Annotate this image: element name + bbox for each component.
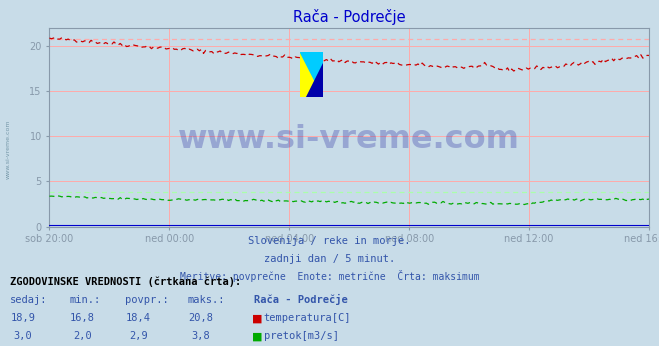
Text: Meritve: povprečne  Enote: metrične  Črta: maksimum: Meritve: povprečne Enote: metrične Črta:… bbox=[180, 270, 479, 282]
Text: ■: ■ bbox=[252, 313, 263, 324]
Text: 18,9: 18,9 bbox=[11, 313, 36, 324]
Polygon shape bbox=[306, 63, 323, 97]
Text: 16,8: 16,8 bbox=[70, 313, 95, 324]
Text: 2,0: 2,0 bbox=[73, 331, 92, 342]
Text: temperatura[C]: temperatura[C] bbox=[264, 313, 351, 324]
Text: zadnji dan / 5 minut.: zadnji dan / 5 minut. bbox=[264, 254, 395, 264]
Text: povpr.:: povpr.: bbox=[125, 295, 169, 306]
Text: 3,0: 3,0 bbox=[14, 331, 32, 342]
Text: www.si-vreme.com: www.si-vreme.com bbox=[179, 124, 520, 155]
Text: sedaj:: sedaj: bbox=[10, 295, 47, 306]
Text: Slovenija / reke in morje.: Slovenija / reke in morje. bbox=[248, 236, 411, 246]
Text: Rača - Podrečje: Rača - Podrečje bbox=[254, 294, 347, 306]
Polygon shape bbox=[300, 52, 323, 97]
Text: ■: ■ bbox=[252, 331, 263, 342]
Text: www.si-vreme.com: www.si-vreme.com bbox=[5, 119, 11, 179]
Text: pretok[m3/s]: pretok[m3/s] bbox=[264, 331, 339, 342]
Text: 18,4: 18,4 bbox=[126, 313, 151, 324]
Title: Rača - Podrečje: Rača - Podrečje bbox=[293, 9, 405, 25]
Text: ZGODOVINSKE VREDNOSTI (črtkana črta):: ZGODOVINSKE VREDNOSTI (črtkana črta): bbox=[10, 277, 241, 288]
Text: 20,8: 20,8 bbox=[188, 313, 214, 324]
Text: min.:: min.: bbox=[69, 295, 100, 306]
Polygon shape bbox=[300, 52, 323, 97]
Text: maks.:: maks.: bbox=[188, 295, 225, 306]
Text: 2,9: 2,9 bbox=[129, 331, 148, 342]
Text: 3,8: 3,8 bbox=[192, 331, 210, 342]
